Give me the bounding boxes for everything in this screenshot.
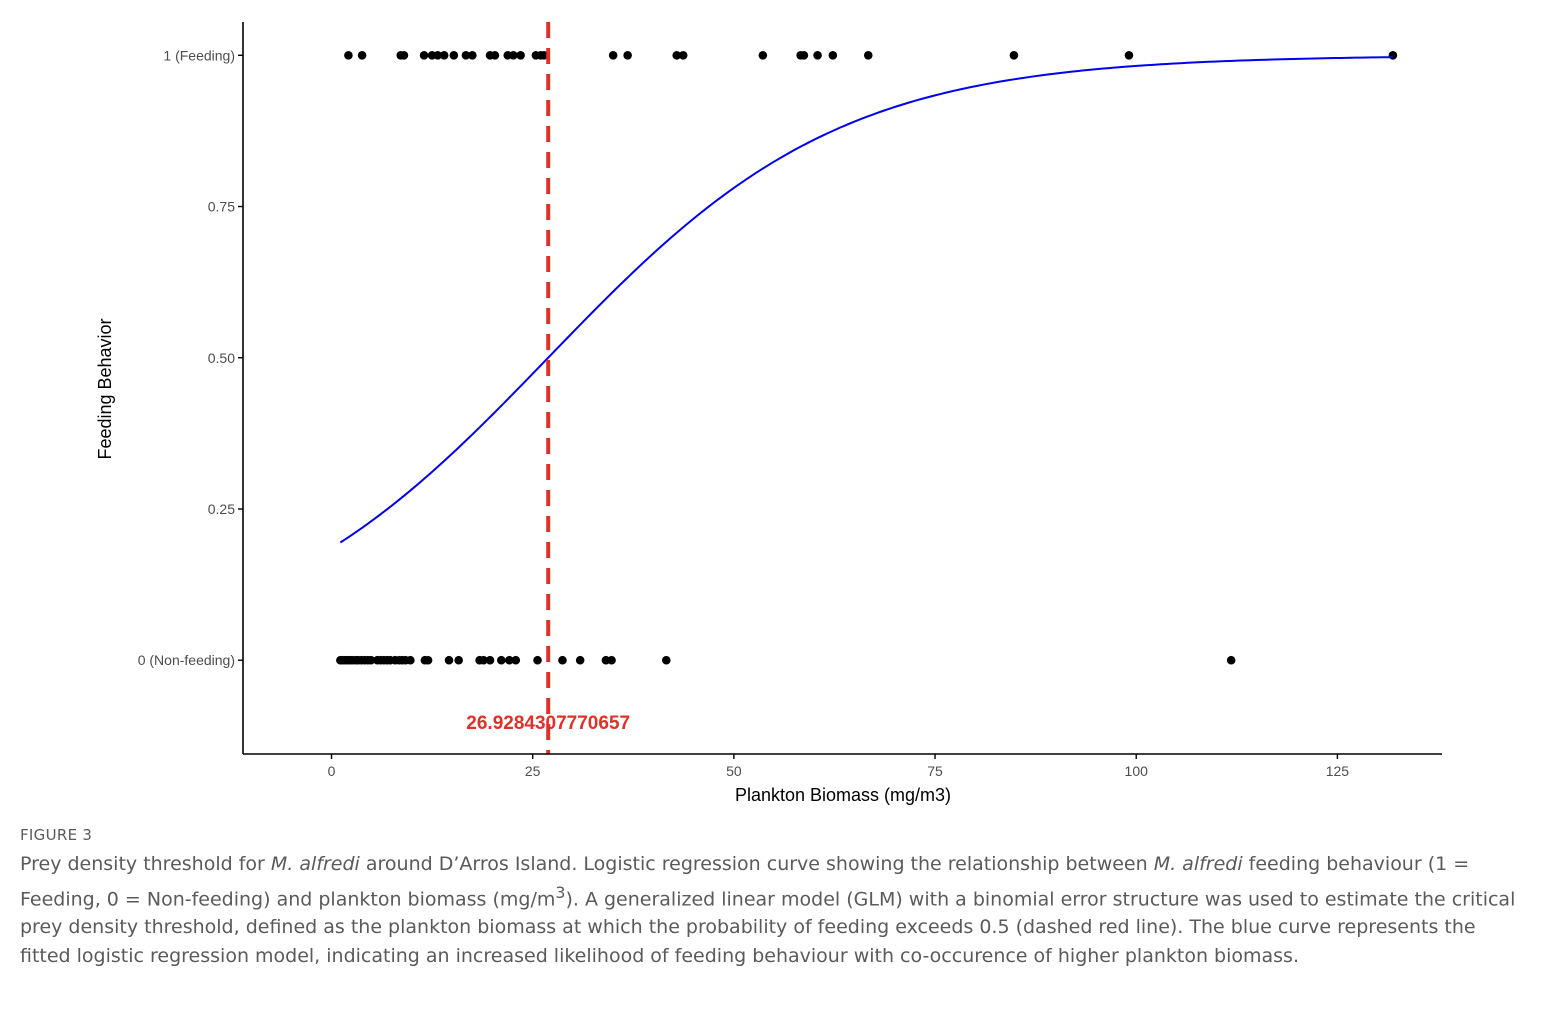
data-points-layer: [336, 50, 1398, 665]
data-point: [444, 655, 454, 665]
caption-species-name: M. alfredi: [270, 853, 360, 875]
logistic-regression-chart: 26.9284307770657 0 (Non-feeding) 0.25 0.50…: [95, 22, 1442, 805]
x-tick-label: 125: [1326, 763, 1350, 779]
data-point: [516, 50, 525, 60]
data-point: [454, 655, 463, 665]
data-point: [678, 50, 688, 60]
y-tick-label: 0.50: [208, 350, 235, 366]
logistic-fit-curve: [339, 56, 1393, 544]
x-tick-label: 75: [927, 763, 943, 779]
data-point: [505, 655, 514, 665]
data-point: [509, 50, 518, 60]
data-point: [366, 655, 376, 665]
data-point: [419, 50, 429, 60]
caption-part: feeding behaviour (1 = Feeding, 0 = Non-…: [20, 853, 1470, 910]
x-tick-label: 0: [328, 763, 336, 779]
data-point: [828, 50, 838, 60]
data-point: [406, 655, 415, 665]
x-axis-ticks: 0 25 50 75 100 125: [328, 754, 1350, 779]
y-tick-label: 0.25: [208, 501, 235, 517]
x-tick-label: 25: [525, 763, 541, 779]
data-point: [533, 655, 542, 665]
x-axis-title: Plankton Biomass (mg/m3): [735, 785, 951, 805]
caption-species-name: M. alfredi: [1153, 853, 1243, 875]
data-point: [479, 655, 488, 665]
data-point: [357, 50, 367, 60]
figure-label: FIGURE 3: [20, 826, 93, 844]
caption-text: Prey density threshold for M. alfredi ar…: [20, 850, 1520, 970]
data-point: [485, 655, 495, 665]
y-axis-ticks: 0 (Non-feeding) 0.25 0.50 0.75 1 (Feeding): [138, 47, 243, 668]
data-point: [497, 655, 506, 665]
data-point: [813, 50, 822, 60]
y-tick-label: 0 (Non-feeding): [138, 652, 235, 668]
data-point: [672, 50, 682, 60]
data-point: [423, 655, 433, 665]
data-point: [439, 50, 449, 60]
data-point: [661, 655, 671, 665]
data-point: [449, 50, 459, 60]
caption-part: Prey density threshold for: [20, 853, 271, 875]
y-tick-label: 1 (Feeding): [163, 47, 235, 63]
data-point: [399, 50, 409, 60]
figure-caption: FIGURE 3 Prey density threshold for M. a…: [20, 826, 1520, 970]
data-point: [433, 50, 443, 60]
data-point: [608, 50, 618, 60]
data-point: [1388, 50, 1398, 60]
data-point: [490, 50, 500, 60]
threshold-value-label: 26.9284307770657: [466, 713, 630, 734]
data-point: [863, 50, 873, 60]
data-point: [623, 50, 632, 60]
data-point: [539, 50, 549, 60]
y-axis-title: Feeding Behavior: [95, 318, 115, 459]
data-point: [1009, 50, 1019, 60]
data-point: [511, 655, 521, 665]
data-point: [758, 50, 768, 60]
data-point: [799, 50, 809, 60]
data-point: [344, 50, 353, 60]
x-tick-label: 50: [726, 763, 742, 779]
caption-part: around D’Arros Island. Logistic regressi…: [359, 853, 1154, 875]
caption-superscript: 3: [555, 882, 566, 902]
data-point: [575, 655, 585, 665]
data-point: [468, 50, 477, 60]
data-point: [1226, 655, 1236, 665]
data-point: [461, 50, 471, 60]
data-point: [607, 655, 616, 665]
caption-part: ). A generalized linear model (GLM) with…: [20, 887, 1516, 967]
y-tick-label: 0.75: [208, 199, 235, 215]
data-point: [1124, 50, 1134, 60]
data-point: [558, 655, 567, 665]
x-tick-label: 100: [1125, 763, 1149, 779]
